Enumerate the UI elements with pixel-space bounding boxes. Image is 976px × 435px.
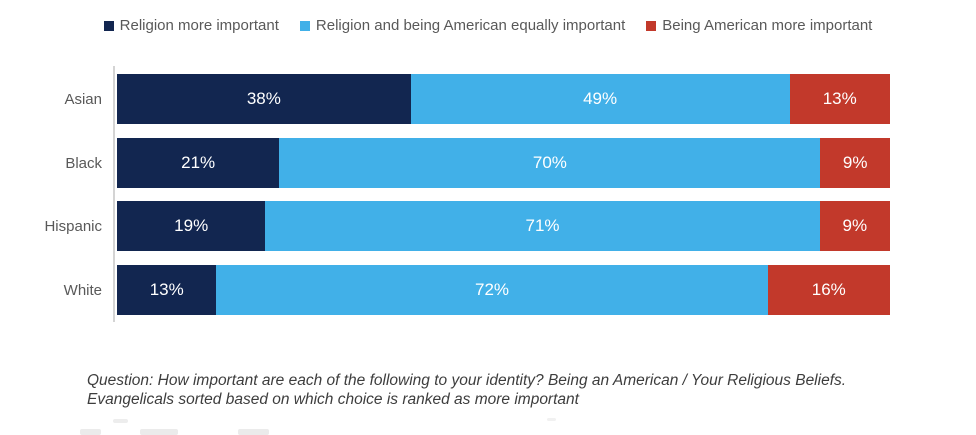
stacked-bar: 13% 72% 16% [117,265,890,315]
chart-legend: Religion more important Religion and bein… [0,17,976,34]
legend-label: Religion and being American equally impo… [315,17,626,34]
cutoff-text-fragment [547,418,556,421]
bar-row-hispanic: Hispanic 19% 71% 9% [0,201,976,251]
bar-row-asian: Asian 38% 49% 13% [0,74,976,124]
legend-swatch-icon [103,20,114,31]
bar-segment: 72% [216,265,768,315]
footnote-line-1: Question: How important are each of the … [87,372,847,389]
bar-segment: 9% [819,201,890,251]
bar-segment: 9% [820,138,890,188]
cutoff-text-fragment [140,429,178,435]
legend-swatch-icon [646,20,657,31]
footnote: Question: How important are each of the … [87,371,927,409]
bar-segment: 70% [279,138,821,188]
category-label: Black [65,154,102,172]
category-label: Hispanic [44,217,102,235]
stacked-bar: 38% 49% 13% [117,74,890,124]
legend-item-0: Religion more important [103,17,279,34]
y-axis-line [113,66,115,322]
category-label: Asian [64,90,102,108]
stacked-bar: 19% 71% 9% [117,201,890,251]
legend-item-1: Religion and being American equally impo… [299,17,626,34]
legend-swatch-icon [299,20,310,31]
cutoff-text-fragment [113,419,128,423]
footnote-line-2: Evangelicals sorted based on which choic… [87,391,579,408]
bar-segment: 16% [767,265,890,315]
legend-label: Religion more important [119,17,279,34]
bar-segment: 38% [117,74,411,124]
bar-row-white: White 13% 72% 16% [0,265,976,315]
legend-label: Being American more important [662,17,873,34]
legend-item-2: Being American more important [646,17,872,34]
bar-segment: 71% [265,201,820,251]
bar-segment: 13% [789,74,890,124]
bar-segment: 49% [410,74,790,124]
bar-segment: 13% [117,265,217,315]
stacked-bar: 21% 70% 9% [117,138,890,188]
bar-row-black: Black 21% 70% 9% [0,138,976,188]
bar-segment: 19% [117,201,266,251]
cutoff-text-fragment [238,429,269,435]
bar-segment: 21% [117,138,280,188]
category-label: White [63,281,102,299]
cutoff-text-fragment [80,429,101,435]
